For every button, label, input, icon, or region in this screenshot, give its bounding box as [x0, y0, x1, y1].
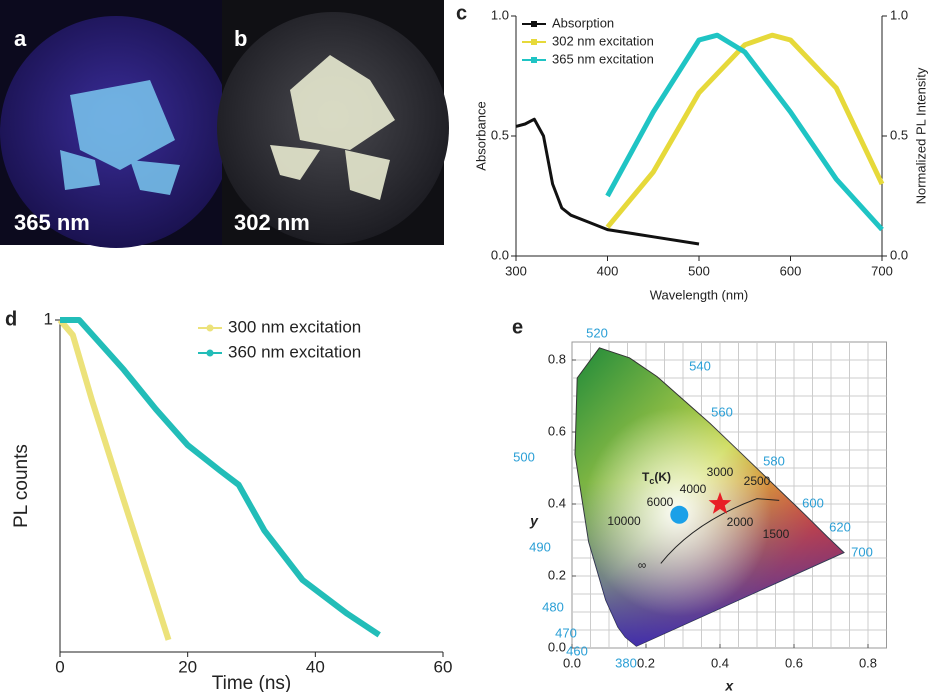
y-tick-label: 0.0 — [491, 247, 509, 262]
wavelength-label: 500 — [513, 449, 535, 464]
y-tick-label: 1.0 — [491, 7, 509, 22]
legend-label: 300 nm excitation — [228, 317, 361, 336]
legend-label: 302 nm excitation — [552, 33, 654, 48]
photo-label: 365 nm — [14, 210, 90, 235]
legend-marker — [206, 349, 214, 357]
temperature-label: 2500 — [744, 474, 771, 488]
temperature-title-sub: c — [649, 476, 654, 486]
x-tick-label: 60 — [434, 657, 453, 676]
wavelength-label: 490 — [529, 539, 551, 554]
wavelength-label: 480 — [542, 599, 564, 614]
x-tick-label: 600 — [780, 263, 802, 278]
x-tick-label: 300 — [505, 263, 527, 278]
point-star — [708, 492, 732, 514]
legend-label: Absorption — [552, 15, 614, 30]
temperature-title-main: T — [642, 470, 650, 484]
wavelength-label: 580 — [763, 453, 785, 468]
x-tick-label: 0.0 — [563, 655, 581, 670]
point-circle — [670, 505, 689, 524]
x-tick-label: 500 — [688, 263, 710, 278]
x-tick-label: 0.2 — [637, 655, 655, 670]
y-tick-label: 0.0 — [548, 639, 566, 654]
series-line — [515, 117, 700, 246]
y-tick-label: 0.6 — [548, 423, 566, 438]
y2-tick-label: 0.5 — [890, 127, 908, 142]
legend-marker — [531, 21, 537, 27]
legend-label: 360 nm excitation — [228, 342, 361, 361]
y-tick-label: 0.4 — [548, 495, 566, 510]
y-axis-label: y — [529, 513, 539, 529]
temperature-label: 1500 — [763, 527, 790, 541]
temperature-label: ∞ — [638, 558, 647, 572]
panel-label: e — [512, 316, 523, 338]
legend-label: 365 nm excitation — [552, 51, 654, 66]
wavelength-label: 520 — [586, 325, 608, 340]
x-tick-label: 0 — [55, 657, 64, 676]
temperature-title-unit: (K) — [654, 470, 671, 484]
wavelength-label: 700 — [851, 544, 873, 559]
series-line — [57, 318, 172, 641]
legend-marker — [531, 39, 537, 45]
x-tick-label: 20 — [178, 657, 197, 676]
y-tick-label: 0.5 — [491, 127, 509, 142]
legend-marker — [531, 57, 537, 63]
gamut-white — [575, 347, 844, 647]
temperature-label: 6000 — [647, 495, 674, 509]
panel-label: b — [234, 26, 247, 51]
wavelength-label: 460 — [566, 643, 588, 658]
temperature-label: 10000 — [607, 514, 641, 528]
x-tick-label: 0.6 — [785, 655, 803, 670]
temperature-title: Tc(K) — [642, 470, 671, 486]
x-tick-label: 700 — [871, 263, 893, 278]
wavelength-label: 560 — [711, 404, 733, 419]
series-line — [605, 32, 885, 229]
wavelength-label: 470 — [555, 625, 577, 640]
legend-marker — [206, 324, 214, 332]
x-axis-label: Wavelength (nm) — [650, 287, 749, 302]
photo-label: 302 nm — [234, 210, 310, 235]
planck-locus — [660, 498, 780, 564]
temperature-label: 3000 — [707, 465, 734, 479]
wavelength-label: 380 — [615, 655, 637, 670]
wavelength-label: 620 — [829, 519, 851, 534]
panel-label: c — [456, 2, 467, 24]
x-tick-label: 0.8 — [859, 655, 877, 670]
y2-tick-label: 1.0 — [890, 7, 908, 22]
y2-tick-label: 0.0 — [890, 247, 908, 262]
series-line — [60, 317, 381, 638]
series-line — [605, 32, 884, 232]
panel-label: a — [14, 26, 27, 51]
y-tick-label: 0.2 — [548, 567, 566, 582]
y-axis-label: Absorbance — [473, 101, 488, 170]
y2-axis-label: Normalized PL Intensity — [913, 67, 928, 204]
y-tick-label: 0.8 — [548, 351, 566, 366]
y-tick-label: 1 — [44, 309, 53, 328]
x-tick-label: 0.4 — [711, 655, 729, 670]
wavelength-label: 540 — [689, 358, 711, 373]
wavelength-label: 600 — [802, 495, 824, 510]
temperature-label: 4000 — [680, 482, 707, 496]
x-tick-label: 400 — [597, 263, 619, 278]
x-axis-label: x — [724, 678, 734, 692]
temperature-label: 2000 — [727, 515, 754, 529]
crystals — [60, 80, 180, 195]
panel-label: d — [5, 308, 17, 330]
x-tick-label: 40 — [306, 657, 325, 676]
crystals — [270, 55, 395, 200]
x-axis-label: Time (ns) — [212, 673, 292, 692]
y-axis-label: PL counts — [11, 444, 32, 528]
